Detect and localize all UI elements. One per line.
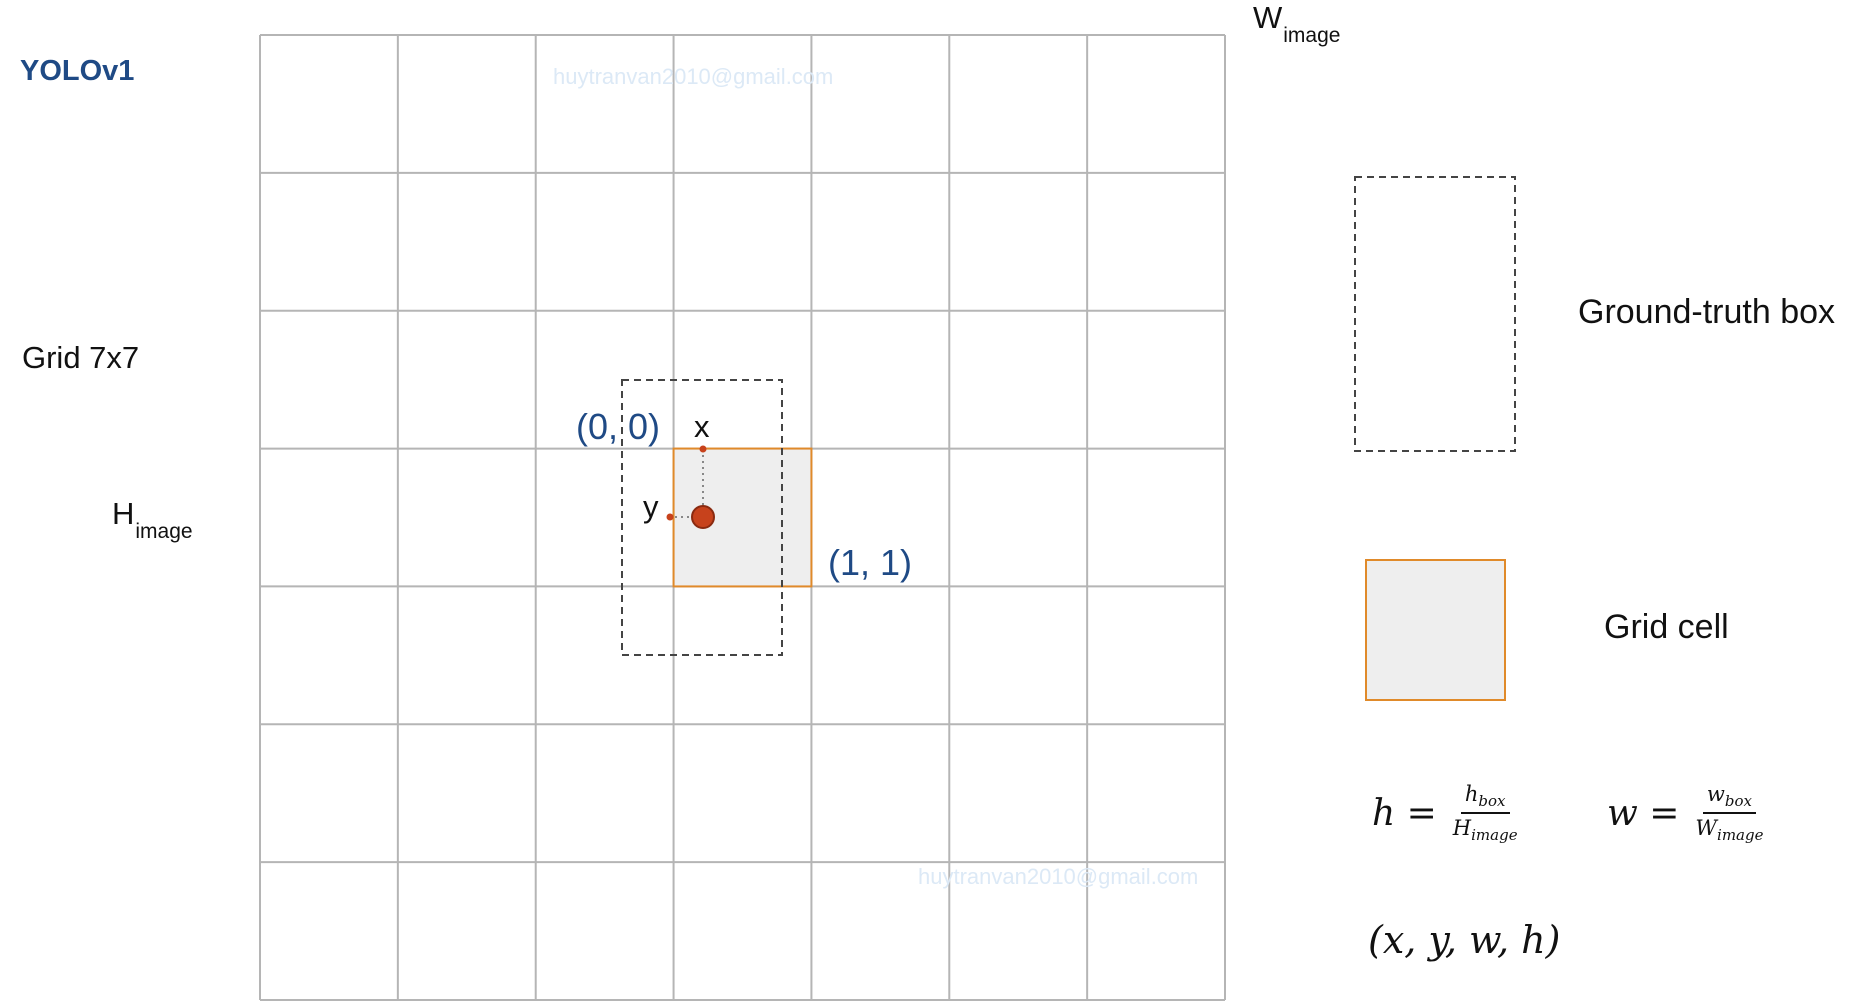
x-offset-label: x	[694, 409, 710, 444]
x-marker-dot	[699, 445, 707, 453]
image-width-main: W	[1253, 0, 1283, 35]
width-formula-lhs: w =	[1607, 792, 1680, 834]
height-formula-lhs: h =	[1372, 792, 1437, 834]
image-width-label: Wimage	[1253, 0, 1340, 47]
width-denominator: Wimage	[1691, 814, 1767, 844]
y-offset-label: y	[643, 489, 659, 524]
legend-ground-truth-swatch	[1354, 176, 1516, 452]
page-title: YOLOv1	[20, 55, 135, 87]
height-num-sub: box	[1478, 792, 1506, 811]
height-formula: h = hbox Himage	[1372, 782, 1522, 844]
image-width-sub: image	[1283, 24, 1341, 47]
width-den-main: W	[1695, 816, 1718, 841]
image-height-sub: image	[135, 520, 193, 543]
top-left-coordinate: (0, 0)	[576, 406, 661, 447]
width-formula: w = wbox Wimage	[1607, 782, 1767, 844]
width-num-sub: box	[1724, 792, 1752, 811]
height-numerator: hbox	[1460, 782, 1510, 815]
image-height-main: H	[112, 496, 135, 531]
width-den-sub: image	[1717, 826, 1764, 845]
height-den-sub: image	[1471, 826, 1518, 845]
width-numerator: wbox	[1702, 782, 1756, 815]
y-marker-dot	[666, 513, 674, 521]
height-den-main: H	[1452, 816, 1472, 841]
box-center-point	[691, 505, 715, 529]
width-fraction: wbox Wimage	[1691, 782, 1767, 844]
ground-truth-box	[621, 379, 783, 656]
image-height-label: Himage	[112, 496, 193, 543]
watermark-top: huytranvan2010@gmail.com	[553, 64, 834, 89]
grid-size-label: Grid 7x7	[22, 340, 140, 375]
watermark-bottom: huytranvan2010@gmail.com	[918, 864, 1199, 889]
bottom-right-coordinate: (1, 1)	[828, 542, 913, 583]
height-denominator: Himage	[1449, 814, 1522, 844]
box-tuple-formula: (x, y, w, h)	[1368, 918, 1561, 962]
legend-grid-cell-label: Grid cell	[1604, 608, 1729, 646]
legend-grid-cell-swatch	[1365, 559, 1506, 701]
width-num-main: w	[1706, 782, 1725, 806]
legend-ground-truth-label: Ground-truth box	[1578, 293, 1836, 331]
height-fraction: hbox Himage	[1449, 782, 1522, 844]
height-num-main: h	[1464, 782, 1479, 806]
